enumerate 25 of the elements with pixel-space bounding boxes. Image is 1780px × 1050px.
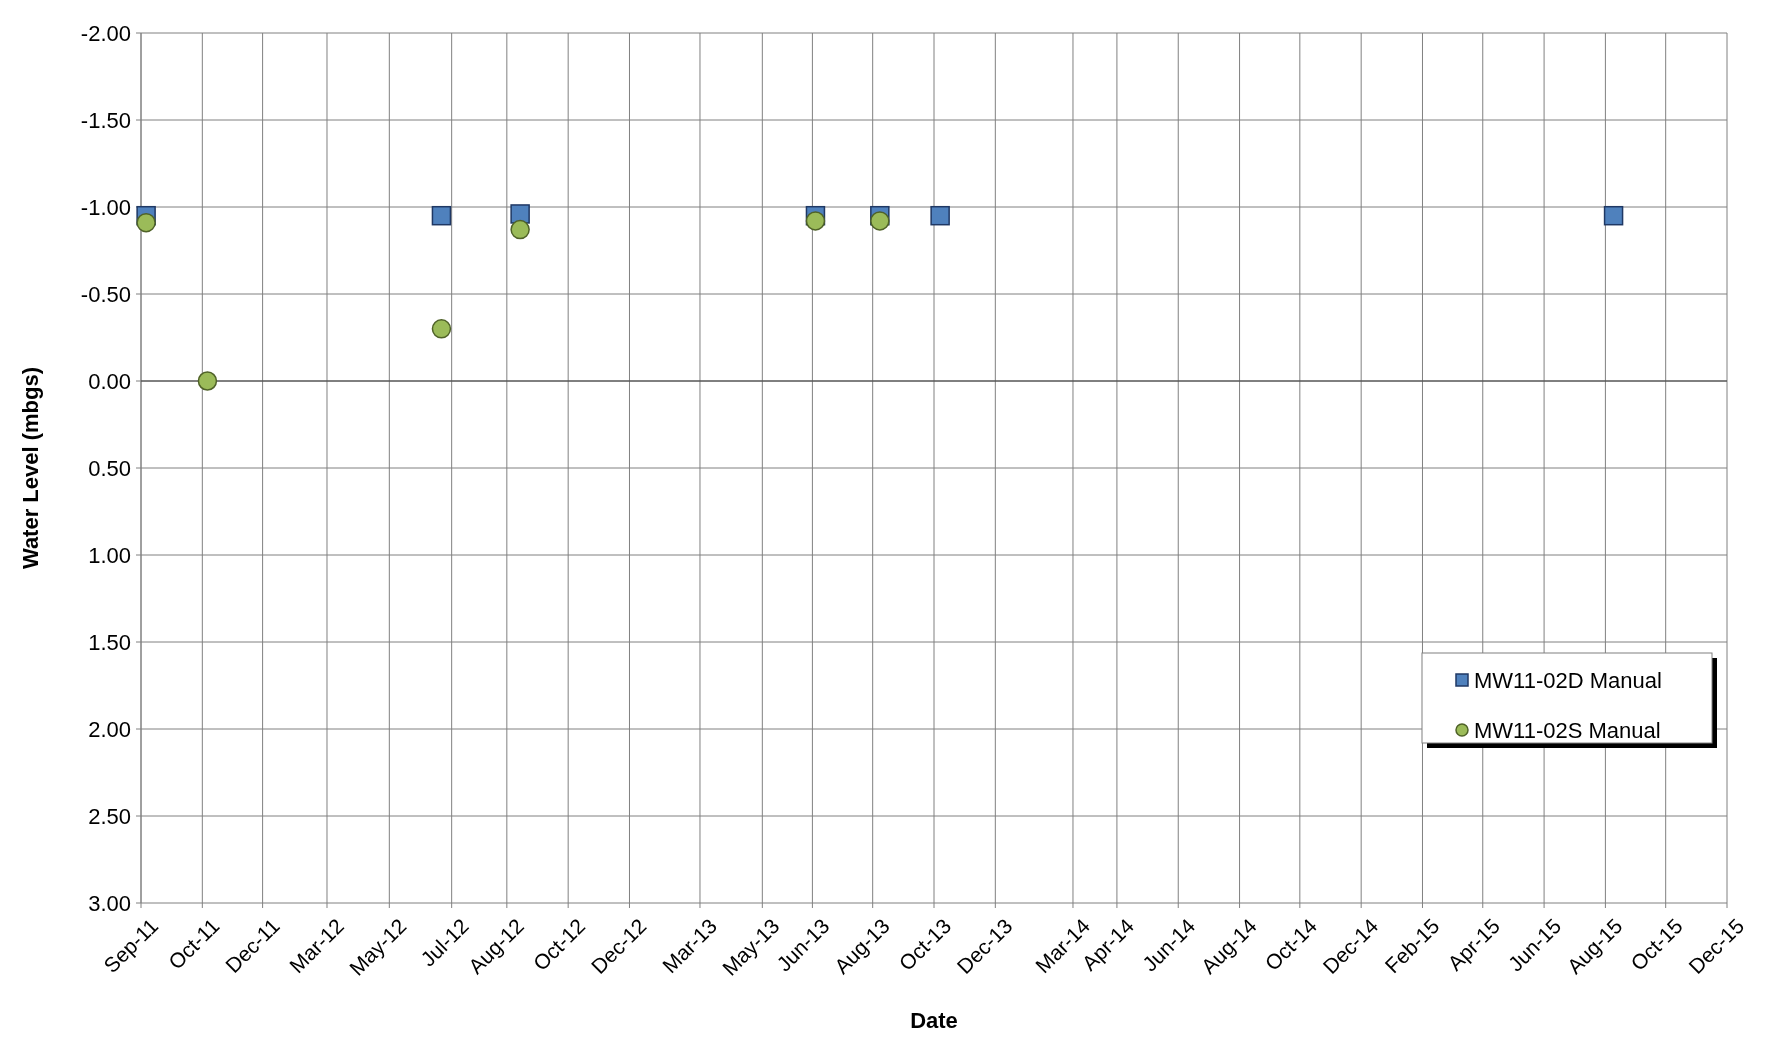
legend-label: MW11-02D Manual <box>1474 667 1662 693</box>
point <box>431 319 452 339</box>
point <box>1603 205 1624 226</box>
y-tick-label: -0.50 <box>80 281 131 307</box>
y-tick-label: 1.00 <box>88 542 131 568</box>
y-tick-label: 1.50 <box>88 629 131 655</box>
point <box>930 205 950 226</box>
point <box>870 211 890 231</box>
y-axis-title: Water Level (mbgs) <box>18 366 43 570</box>
point <box>510 219 530 240</box>
y-tick-label: 3.00 <box>88 890 131 916</box>
point <box>431 205 452 226</box>
y-tick-label: 0.00 <box>88 368 131 394</box>
point <box>510 204 530 224</box>
y-tick-label: 2.50 <box>88 803 131 829</box>
y-tick-label: -1.50 <box>80 107 131 133</box>
y-tick-label: -2.00 <box>80 20 131 46</box>
point <box>197 371 218 391</box>
point <box>805 211 826 231</box>
y-tick-label: 2.00 <box>88 716 131 742</box>
x-axis-title: Date <box>910 1008 958 1033</box>
point <box>136 212 156 233</box>
legend-label: MW11-02S Manual <box>1474 717 1661 743</box>
y-tick-label: -1.00 <box>80 194 131 220</box>
y-tick-label: 0.50 <box>88 455 131 481</box>
